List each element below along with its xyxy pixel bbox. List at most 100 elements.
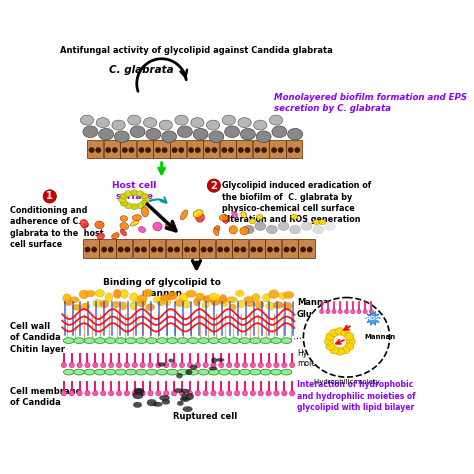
Circle shape — [332, 310, 336, 314]
Ellipse shape — [326, 343, 335, 350]
Circle shape — [148, 363, 153, 368]
Ellipse shape — [281, 337, 292, 344]
Circle shape — [132, 391, 137, 396]
Ellipse shape — [240, 128, 255, 140]
Circle shape — [168, 247, 173, 252]
Ellipse shape — [158, 363, 165, 366]
Circle shape — [172, 363, 177, 368]
Circle shape — [195, 391, 201, 396]
Ellipse shape — [266, 302, 275, 310]
Ellipse shape — [130, 204, 138, 210]
Ellipse shape — [283, 292, 294, 299]
Text: Conditioning and
adherence of C.
glabrata to the  host
cell surface: Conditioning and adherence of C. glabrat… — [10, 206, 103, 249]
Circle shape — [207, 179, 220, 192]
Ellipse shape — [219, 215, 228, 221]
Ellipse shape — [219, 369, 229, 375]
Ellipse shape — [105, 337, 116, 344]
Ellipse shape — [335, 348, 345, 355]
Bar — [299, 239, 315, 258]
Ellipse shape — [113, 289, 121, 298]
Ellipse shape — [153, 402, 162, 407]
Circle shape — [85, 247, 90, 252]
Ellipse shape — [141, 207, 149, 217]
Ellipse shape — [250, 369, 261, 375]
Ellipse shape — [167, 337, 178, 344]
Bar — [265, 239, 282, 258]
Ellipse shape — [179, 293, 188, 301]
Circle shape — [272, 148, 276, 152]
Ellipse shape — [183, 406, 192, 412]
Circle shape — [301, 247, 305, 252]
Ellipse shape — [83, 126, 98, 137]
Ellipse shape — [183, 301, 191, 308]
Text: Cell membrane
of Candida: Cell membrane of Candida — [10, 387, 82, 407]
Circle shape — [172, 391, 177, 396]
Ellipse shape — [125, 191, 132, 197]
Bar — [149, 239, 165, 258]
Circle shape — [208, 247, 212, 252]
Ellipse shape — [232, 211, 237, 218]
Ellipse shape — [143, 289, 153, 297]
Circle shape — [187, 391, 192, 396]
Ellipse shape — [144, 118, 157, 128]
Circle shape — [219, 363, 224, 368]
Circle shape — [152, 247, 156, 252]
Ellipse shape — [341, 329, 350, 337]
Circle shape — [274, 247, 279, 252]
Circle shape — [235, 247, 239, 252]
Ellipse shape — [255, 301, 264, 308]
Circle shape — [175, 247, 179, 252]
Ellipse shape — [167, 292, 177, 300]
Ellipse shape — [229, 304, 236, 310]
Ellipse shape — [190, 365, 197, 370]
Circle shape — [77, 363, 82, 368]
Text: Hydrophobic
moiety: Hydrophobic moiety — [297, 349, 345, 368]
Bar — [203, 140, 219, 158]
Circle shape — [116, 391, 122, 396]
Ellipse shape — [112, 233, 119, 239]
Circle shape — [250, 363, 255, 368]
Ellipse shape — [254, 120, 267, 130]
Circle shape — [255, 148, 260, 152]
Circle shape — [125, 247, 129, 252]
Circle shape — [85, 391, 90, 396]
Ellipse shape — [84, 337, 95, 344]
Circle shape — [266, 391, 271, 396]
Ellipse shape — [281, 369, 292, 375]
Ellipse shape — [176, 374, 182, 378]
Ellipse shape — [141, 201, 148, 206]
Ellipse shape — [219, 337, 229, 344]
Ellipse shape — [346, 337, 356, 345]
Circle shape — [227, 391, 232, 396]
Circle shape — [77, 391, 82, 396]
Ellipse shape — [162, 131, 177, 143]
Ellipse shape — [291, 214, 298, 219]
Text: Ruptured cell: Ruptured cell — [173, 412, 238, 421]
Ellipse shape — [256, 214, 263, 219]
Text: Glucan: Glucan — [297, 310, 329, 319]
Circle shape — [93, 363, 98, 368]
Ellipse shape — [241, 212, 246, 218]
Ellipse shape — [113, 301, 119, 308]
Circle shape — [135, 247, 139, 252]
Bar — [154, 140, 170, 158]
Ellipse shape — [229, 369, 240, 375]
Circle shape — [185, 247, 189, 252]
Ellipse shape — [193, 210, 203, 218]
Ellipse shape — [157, 298, 164, 306]
Ellipse shape — [120, 193, 128, 199]
Bar — [100, 239, 116, 258]
Circle shape — [93, 391, 98, 396]
Ellipse shape — [278, 222, 289, 230]
Ellipse shape — [263, 294, 271, 302]
Ellipse shape — [74, 337, 84, 344]
Ellipse shape — [180, 397, 190, 402]
Ellipse shape — [243, 226, 254, 234]
Circle shape — [227, 363, 232, 368]
Circle shape — [139, 148, 144, 152]
Ellipse shape — [169, 359, 173, 363]
Ellipse shape — [132, 215, 141, 221]
Ellipse shape — [271, 337, 282, 344]
Ellipse shape — [266, 226, 277, 234]
Circle shape — [69, 363, 74, 368]
